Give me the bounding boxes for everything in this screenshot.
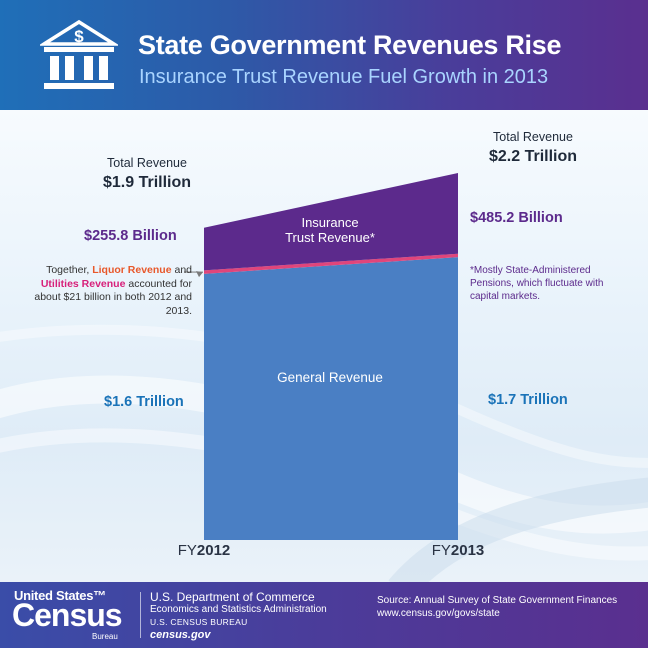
dept-line3: U.S. CENSUS BUREAU: [150, 617, 248, 627]
source-block: Source: Annual Survey of State Governmen…: [377, 594, 617, 620]
x-label-2012-year: 2012: [196, 542, 231, 559]
x-label-2012-prefix: FY: [177, 542, 197, 559]
page-title: State Government Revenues Rise: [138, 30, 562, 60]
utilities-revenue-label: Utilities Revenue: [40, 277, 126, 290]
census-brand-main: Census: [12, 597, 123, 633]
government-building-icon: $: [40, 19, 118, 89]
insurance-area-label: Insurance Trust Revenue*: [250, 215, 410, 245]
insurance-label-line1: Insurance: [301, 215, 359, 230]
annotation-rest: accounted for about $21 billion in both …: [34, 277, 192, 317]
header-banner: $ State Government Revenues Rise Insuran…: [0, 0, 648, 110]
insurance-trust-area: [204, 172, 458, 271]
total-value-2012: $1.9 Trillion: [102, 174, 192, 191]
insurance-footnote: *Mostly State-Administered Pensions, whi…: [470, 265, 604, 302]
total-caption-2013: Total Revenue: [493, 130, 573, 144]
page-subtitle: Insurance Trust Revenue Fuel Growth in 2…: [139, 66, 549, 88]
dept-line2: Economics and Statistics Administration: [150, 603, 327, 615]
annotation-and: and: [171, 264, 192, 276]
x-label-2013-year: 2013: [450, 542, 485, 559]
general-revenue-area: [204, 257, 458, 540]
svg-text:$: $: [74, 27, 84, 46]
source-line1: Source: Annual Survey of State Governmen…: [377, 595, 618, 606]
source-url-link[interactable]: www.census.gov/govs/state: [377, 608, 500, 619]
general-value-2012: $1.6 Trillion: [104, 394, 184, 410]
liquor-utilities-band: [204, 253, 458, 274]
census-brand-sub: Bureau: [92, 632, 118, 641]
general-area-label: General Revenue: [277, 370, 383, 385]
insurance-value-2012: $255.8 Billion: [84, 228, 177, 244]
liquor-revenue-label: Liquor Revenue: [92, 264, 172, 276]
census-brand-top: United States™: [14, 588, 106, 603]
chart-area: Total Revenue $1.9 Trillion Total Revenu…: [0, 110, 648, 582]
x-label-2013: FY2013: [406, 542, 510, 559]
liquor-utilities-annotation: Together, Liquor Revenue and Utilities R…: [14, 264, 192, 318]
general-value-2013: $1.7 Trillion: [488, 392, 568, 408]
footer-banner: United States™ Census Bureau U.S. Depart…: [0, 582, 648, 648]
insurance-value-2013: $485.2 Billion: [470, 210, 563, 226]
dept-line1: U.S. Department of Commerce: [150, 590, 315, 604]
total-value-2013: $2.2 Trillion: [488, 148, 578, 165]
annotation-prefix: Together,: [46, 264, 93, 276]
total-caption-2012: Total Revenue: [107, 156, 187, 170]
census-gov-link[interactable]: census.gov: [150, 628, 211, 641]
chart-plot: [183, 172, 458, 540]
x-label-2012: FY2012: [152, 542, 256, 559]
annotation-arrowhead: [196, 271, 203, 278]
insurance-label-line2: Trust Revenue*: [285, 230, 375, 245]
department-block: U.S. Department of Commerce Economics an…: [150, 591, 327, 641]
x-label-2013-prefix: FY: [431, 542, 451, 559]
footer-divider: [140, 592, 141, 638]
